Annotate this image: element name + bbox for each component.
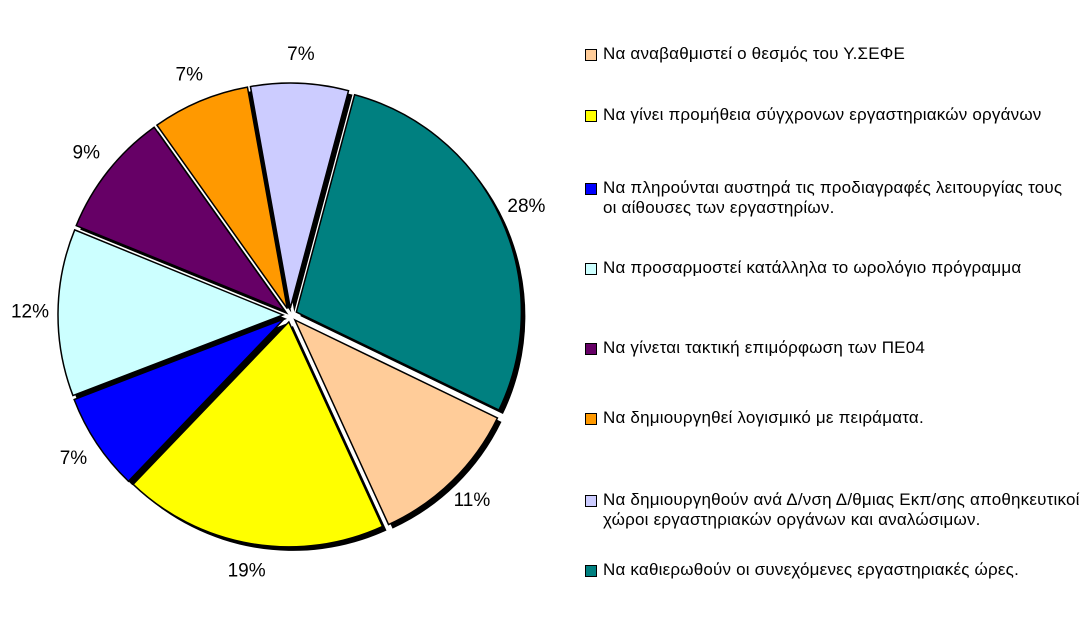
legend-label: Να γίνει προμήθεια σύγχρονων εργαστηριακ… xyxy=(603,105,1042,124)
data-label: 11% xyxy=(454,490,491,511)
data-label: 7% xyxy=(60,448,88,469)
legend-swatch xyxy=(585,110,597,122)
legend-swatch xyxy=(585,495,597,507)
legend-item: Να γίνει προμήθεια σύγχρονων εργαστηριακ… xyxy=(585,105,1080,125)
legend-label: Να προσαρμοστεί κατάλληλα το ωρολόγιο πρ… xyxy=(603,258,1022,277)
legend-item: Να προσαρμοστεί κατάλληλα το ωρολόγιο πρ… xyxy=(585,258,1080,278)
slice xyxy=(132,320,384,548)
legend-label: Να αναβαθμιστεί ο θεσμός του Υ.ΣΕΦΕ xyxy=(603,44,906,63)
legend-item: Να αναβαθμιστεί ο θεσμός του Υ.ΣΕΦΕ xyxy=(585,44,1080,64)
slice xyxy=(75,126,287,313)
legend-label: Να δημιουργηθούν ανά Δ/νση Δ/θμιας Εκπ/σ… xyxy=(603,490,1080,529)
data-label: 7% xyxy=(287,44,315,65)
legend-swatch xyxy=(585,343,597,355)
data-label: 28% xyxy=(507,196,545,217)
legend-swatch xyxy=(585,49,597,61)
legend-item: Να δημιουργηθούν ανά Δ/νση Δ/θμιας Εκπ/σ… xyxy=(585,490,1080,530)
data-label: 7% xyxy=(176,64,204,85)
slice xyxy=(293,318,499,526)
pie-chart: 11% 19% 7% 12% 9% 7% 7% 28% xyxy=(11,44,546,581)
data-label: 19% xyxy=(228,560,266,581)
legend-item: Να πληρούνται αυστηρά τις προδιαγραφές λ… xyxy=(585,178,1080,218)
slice xyxy=(249,82,350,309)
data-label: 9% xyxy=(73,143,101,164)
legend-item: Να γίνεται τακτική επιμόρφωση των ΠΕ04 xyxy=(585,338,1080,358)
slice xyxy=(57,228,286,397)
legend-item: Να δημιουργηθεί λογισμικό με πειράματα. xyxy=(585,408,1080,428)
legend-swatch xyxy=(585,413,597,425)
legend-swatch xyxy=(585,263,597,275)
legend-label: Να γίνεται τακτική επιμόρφωση των ΠΕ04 xyxy=(603,338,926,357)
data-label: 12% xyxy=(11,301,49,322)
slice xyxy=(295,93,523,412)
slice xyxy=(73,318,285,483)
legend-item: Να καθιερωθούν οι συνεχόμενες εργαστηρια… xyxy=(585,560,1080,580)
legend-label: Να καθιερωθούν οι συνεχόμενες εργαστηρια… xyxy=(603,560,1019,579)
legend-label: Να δημιουργηθεί λογισμικό με πειράματα. xyxy=(603,408,924,427)
legend-swatch xyxy=(585,565,597,577)
legend-swatch xyxy=(585,183,597,195)
legend-label: Να πληρούνται αυστηρά τις προδιαγραφές λ… xyxy=(603,178,1063,217)
slice xyxy=(155,86,289,309)
